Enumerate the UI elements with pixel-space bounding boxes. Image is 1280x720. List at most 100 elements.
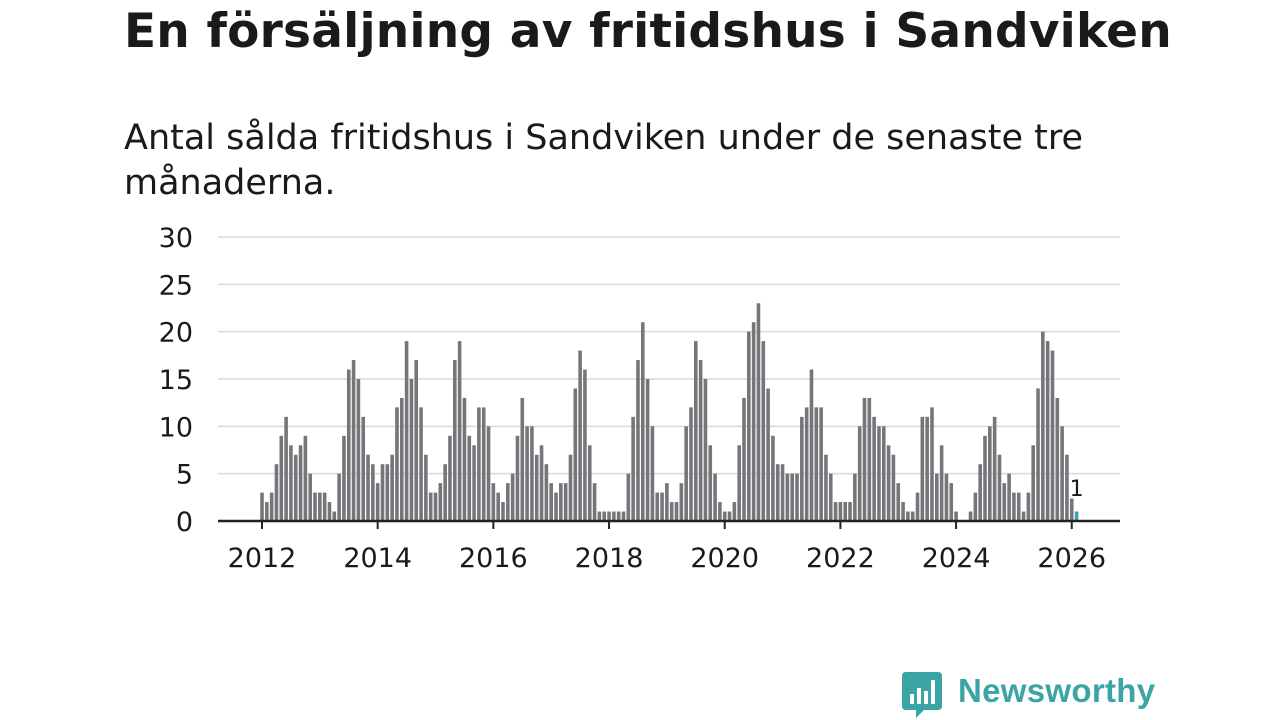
bar — [371, 464, 375, 521]
bar — [881, 426, 886, 521]
bar — [1041, 331, 1045, 521]
bar — [563, 483, 568, 521]
latest-value-label: 1 — [1070, 477, 1084, 502]
bar — [814, 407, 819, 521]
x-tick-label: 2016 — [459, 543, 528, 574]
bar — [751, 322, 756, 521]
bar — [293, 454, 298, 521]
bar — [891, 454, 896, 521]
bar — [453, 360, 457, 521]
bar — [472, 445, 476, 521]
bar-latest — [1074, 511, 1079, 521]
bar — [910, 511, 915, 521]
bar — [597, 511, 602, 521]
bar — [428, 492, 433, 521]
bar — [1045, 341, 1050, 521]
bar — [973, 492, 978, 521]
bar — [780, 464, 785, 521]
bar — [462, 397, 467, 521]
bar — [713, 473, 717, 521]
bar — [621, 511, 626, 521]
gridlines — [218, 236, 1120, 475]
bar — [279, 435, 284, 521]
bar — [515, 435, 520, 521]
y-tick-label: 10 — [159, 412, 193, 443]
bar — [674, 502, 679, 521]
bar — [520, 397, 525, 521]
bar — [703, 379, 708, 521]
newsworthy-logo-icon — [902, 672, 942, 718]
bar — [915, 492, 920, 521]
bar — [399, 397, 404, 521]
y-tick-label: 30 — [159, 223, 193, 254]
x-tick-label: 2026 — [1037, 543, 1106, 574]
bar — [920, 416, 925, 521]
bar — [732, 502, 737, 521]
bar — [824, 454, 828, 521]
bar — [414, 360, 419, 521]
bar — [828, 473, 833, 521]
bar — [356, 379, 361, 521]
bar — [804, 407, 809, 521]
bar — [689, 407, 693, 521]
bar — [1036, 388, 1040, 521]
bar — [1031, 445, 1035, 521]
bar — [886, 445, 891, 521]
bar — [742, 397, 746, 521]
brand-name: Newsworthy — [958, 672, 1156, 709]
bars — [260, 303, 1079, 521]
bar — [650, 426, 655, 521]
bar — [983, 435, 987, 521]
bar — [385, 464, 390, 521]
bar — [274, 464, 279, 521]
bar — [853, 473, 857, 521]
y-tick-label: 20 — [159, 318, 193, 349]
bar — [766, 388, 770, 521]
bar — [838, 502, 843, 521]
bar — [375, 483, 380, 521]
brand-logo: Newsworthy — [902, 670, 1155, 720]
bar — [607, 511, 611, 521]
bar — [718, 502, 722, 521]
bar — [775, 464, 780, 521]
x-tick-label: 2014 — [343, 543, 412, 574]
bar — [636, 360, 640, 521]
bar — [587, 445, 592, 521]
bar — [669, 502, 674, 521]
bar — [877, 426, 881, 521]
bar — [559, 483, 563, 521]
bar — [790, 473, 794, 521]
bar — [433, 492, 438, 521]
bar — [968, 511, 973, 521]
bar — [284, 416, 288, 521]
y-tick-label: 5 — [176, 460, 193, 491]
bar — [939, 445, 944, 521]
bar — [756, 303, 761, 521]
bar — [1012, 492, 1016, 521]
bar — [1065, 454, 1069, 521]
bar — [265, 502, 269, 521]
bar — [1069, 492, 1074, 521]
bar — [988, 426, 992, 521]
bar — [583, 369, 587, 521]
bar — [857, 426, 862, 521]
bar — [949, 483, 954, 521]
bar — [592, 483, 597, 521]
bar — [645, 379, 650, 521]
bar — [390, 454, 394, 521]
y-tick-label: 15 — [159, 365, 193, 396]
bar — [438, 483, 443, 521]
bar — [424, 454, 428, 521]
bar — [510, 473, 515, 521]
bar — [568, 454, 573, 521]
x-tick-label: 2020 — [690, 543, 759, 574]
bar — [698, 360, 703, 521]
bar — [631, 416, 635, 521]
bar — [862, 397, 867, 521]
bar — [332, 511, 337, 521]
bar — [457, 341, 462, 521]
bar — [1016, 492, 1021, 521]
bar — [737, 445, 741, 521]
bar — [303, 435, 308, 521]
x-tick-label: 2024 — [922, 543, 991, 574]
